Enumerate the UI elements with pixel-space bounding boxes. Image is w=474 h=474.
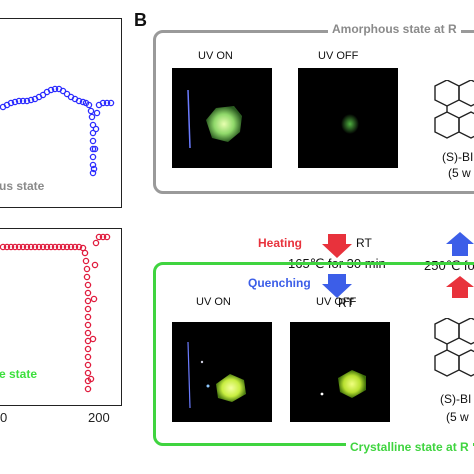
top-series-markers: [0, 85, 115, 177]
plot-top-svg: [0, 85, 115, 177]
compound-name-bottom: (S)-BI: [440, 392, 472, 406]
crystalline-uv-on-glow: [187, 341, 246, 409]
x-tick-0: 0: [0, 410, 8, 425]
plot-bottom-svg: [0, 233, 111, 393]
amorphous-title: Amorphous state at R: [328, 22, 461, 36]
rt-label-quenching: RT: [338, 296, 354, 310]
top-plot-label: us state: [0, 179, 45, 193]
binaphthyl-structure-bottom: [434, 318, 474, 377]
photo-amorphous-uv-off: [298, 68, 398, 168]
uv-off-label-bottom: UV OFF: [316, 296, 357, 308]
right-condition: 250℃ fo: [424, 258, 474, 273]
binaphthyl-structure-top: [434, 80, 474, 139]
bottom-plot-label: e state: [0, 367, 38, 381]
uv-off-label-top: UV OFF: [318, 50, 359, 62]
x-tick-200: 200: [88, 410, 110, 425]
compound-name-top: (S)-BI: [442, 150, 474, 164]
amorphous-uv-on-glow: [187, 89, 242, 149]
panel-letter-b: B: [134, 10, 147, 30]
amorphous-uv-off-glow: [341, 114, 359, 134]
uv-on-label-top: UV ON: [198, 50, 233, 62]
compound-wt-top: (5 w: [448, 166, 471, 180]
uv-on-label-bottom: UV ON: [196, 296, 231, 308]
quenching-arrow-icon: [322, 274, 352, 298]
bottom-series-markers: [0, 233, 111, 393]
heating-arrow-up-icon: [446, 276, 474, 298]
crystalline-uv-off-glow: [320, 370, 366, 398]
dsc-plot-bottom: e state: [0, 228, 122, 406]
photo-crystalline-uv-on: [172, 322, 272, 422]
cooling-arrow-up-icon: [446, 232, 474, 256]
photo-amorphous-uv-on: [172, 68, 272, 168]
rt-label-heating: RT: [356, 236, 372, 250]
quenching-label: Quenching: [248, 276, 311, 290]
photo-crystalline-uv-off: [290, 322, 390, 422]
dsc-plot-top: us state: [0, 18, 122, 208]
compound-wt-bottom: (5 w: [446, 410, 469, 424]
crystalline-state-box: [153, 262, 474, 446]
amorphous-state-box: [153, 30, 474, 194]
heating-arrow-icon: [322, 234, 352, 258]
heating-label: Heating: [258, 236, 303, 250]
crystalline-title: Crystalline state at R: [346, 440, 473, 454]
